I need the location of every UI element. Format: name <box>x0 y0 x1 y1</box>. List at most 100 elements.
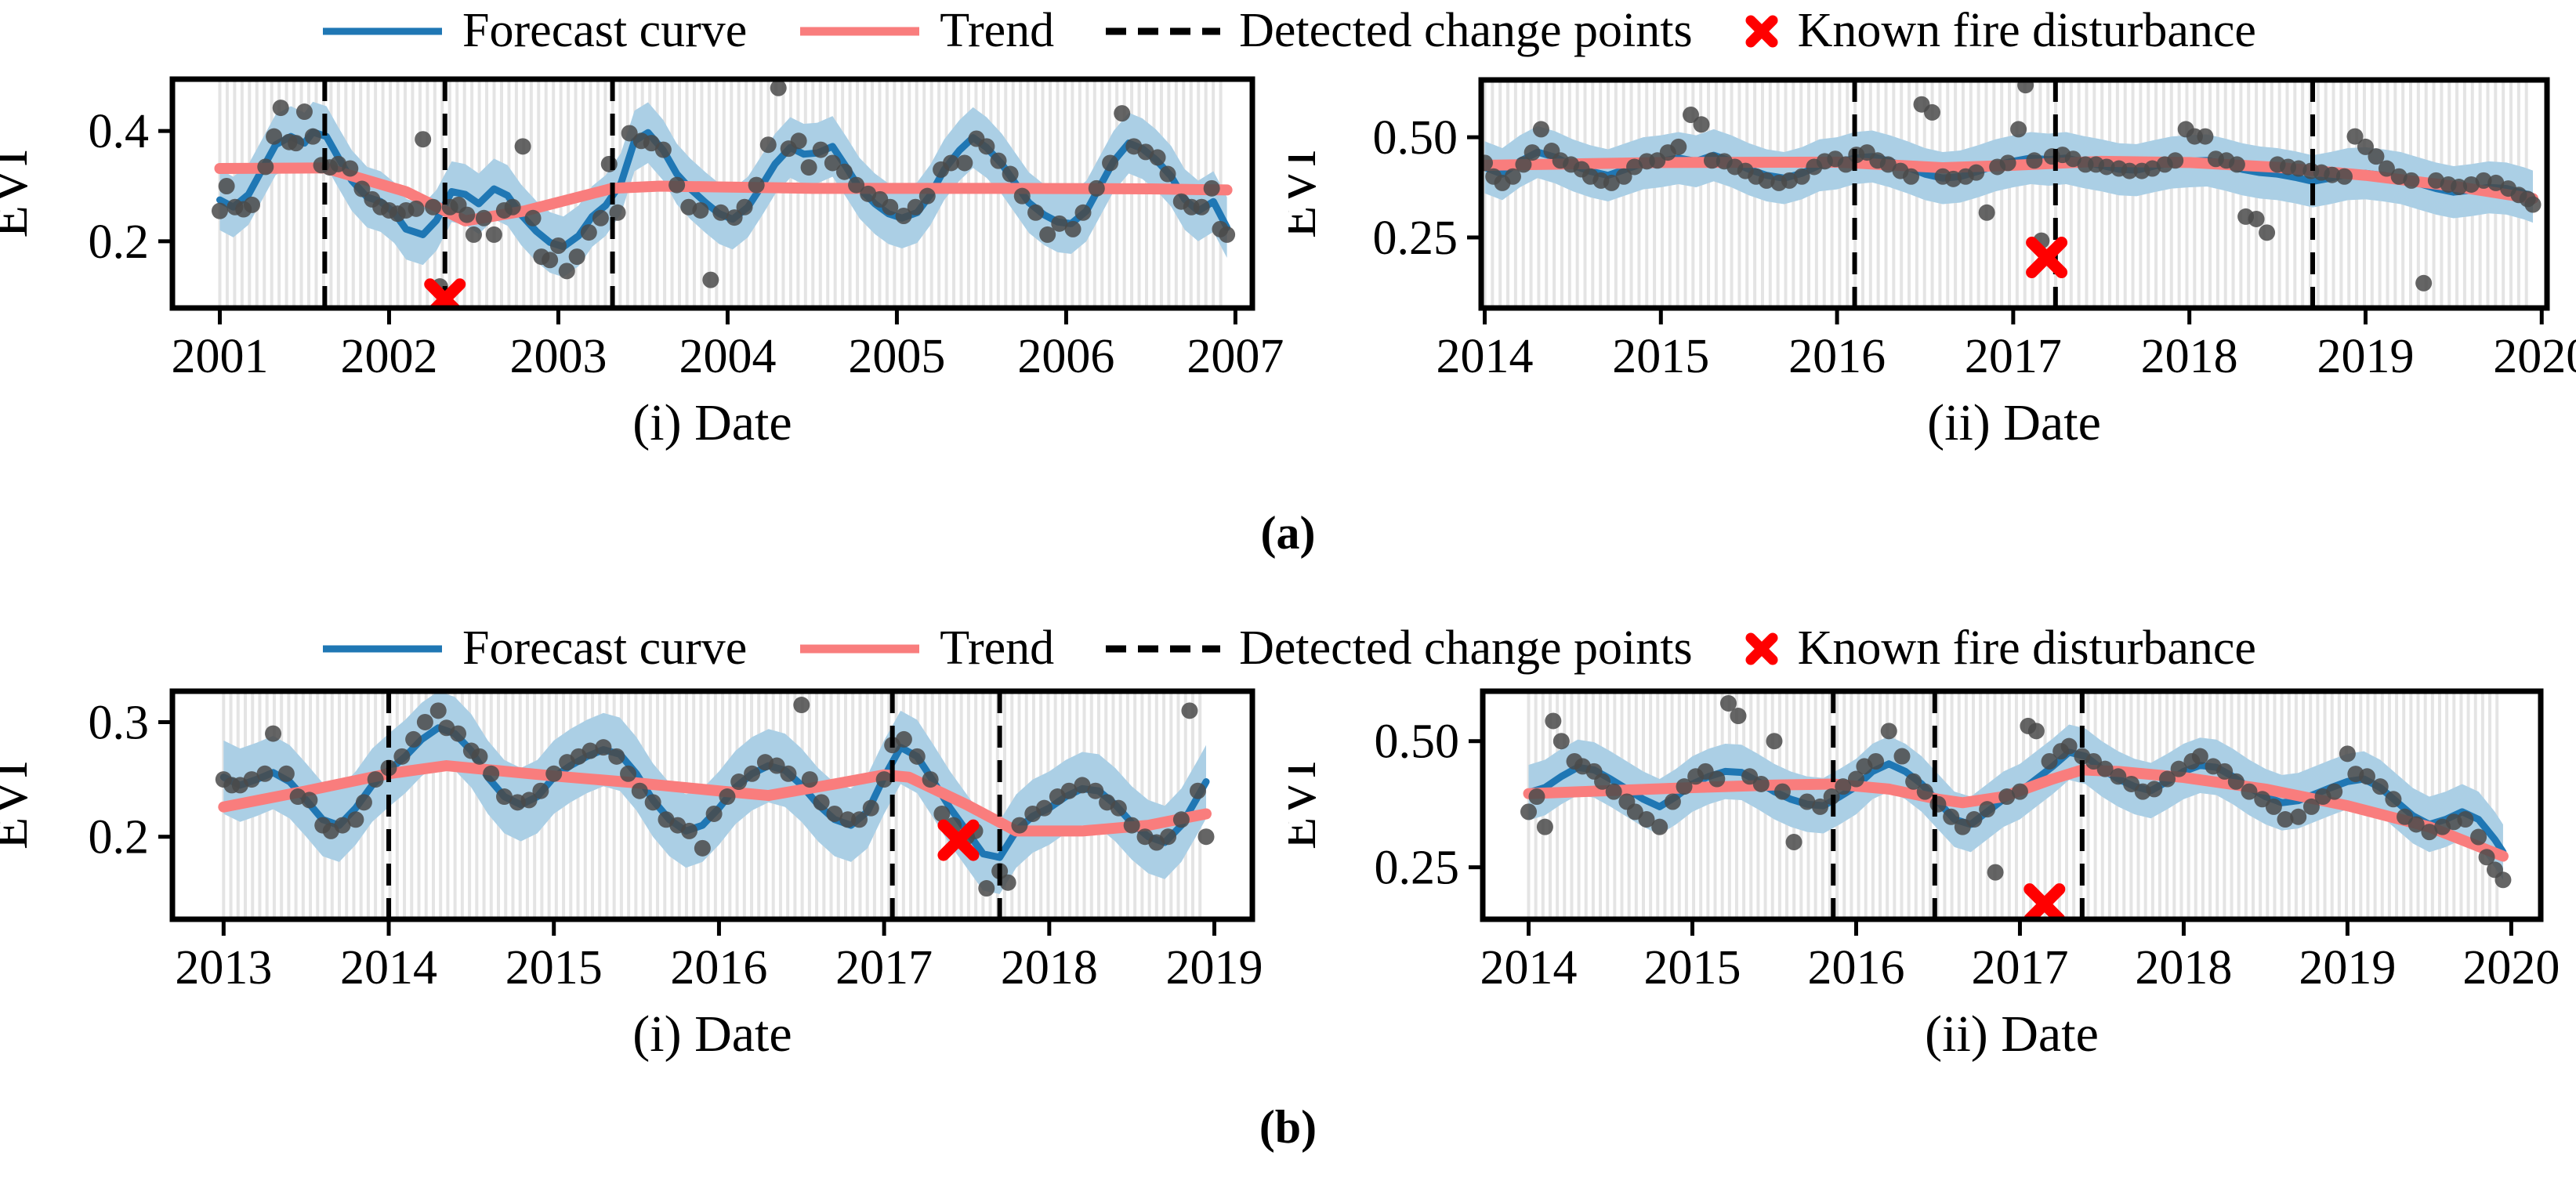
observation-point <box>744 765 761 782</box>
x-axis-label: (i) Date <box>632 1005 792 1063</box>
observation-point <box>1708 770 1726 788</box>
observation-point <box>1811 798 1828 815</box>
observation-point <box>1837 156 1854 173</box>
observation-point <box>1520 803 1538 821</box>
observation-point <box>1847 770 1864 788</box>
observation-point <box>558 263 575 280</box>
x-tick-label: 2020 <box>2493 330 2576 383</box>
observation-point <box>2326 783 2343 800</box>
observation-point <box>1626 158 1643 176</box>
observation-point <box>908 748 926 765</box>
observation-point <box>532 782 549 799</box>
observation-point <box>475 209 492 226</box>
legend-item-change-points: Detected change points <box>1104 3 1693 59</box>
observation-point <box>2265 798 2282 815</box>
observation-point <box>1523 144 1541 161</box>
y-axis-label: EVI <box>1288 761 1327 850</box>
observation-point <box>277 765 295 782</box>
observation-point <box>918 187 936 205</box>
axes-frame <box>1480 688 2544 922</box>
observation-point <box>1532 121 1549 138</box>
dashed-line-icon <box>1106 27 1221 34</box>
observation-point <box>2290 160 2307 177</box>
observation-point <box>1074 204 1092 221</box>
observation-point <box>1528 788 1545 806</box>
observation-point <box>608 748 625 765</box>
observation-point <box>429 702 447 719</box>
observation-point <box>266 128 283 145</box>
observation-point <box>1703 152 1720 169</box>
observation-point <box>726 209 743 226</box>
y-axis-label: EVI <box>0 761 38 850</box>
plot-area <box>211 79 1236 308</box>
y-axis-label: EVI <box>1288 150 1327 238</box>
observation-point <box>1683 106 1700 123</box>
observation-point <box>524 209 542 226</box>
observation-point <box>1087 782 1104 799</box>
observation-point <box>1193 198 1210 216</box>
y-tick-label: 0.25 <box>1373 212 1458 265</box>
observation-point <box>1123 817 1140 834</box>
plot-area <box>1481 80 2542 308</box>
observation-point <box>1039 226 1056 243</box>
observation-point <box>2290 808 2307 825</box>
observation-point <box>2358 768 2375 785</box>
observation-point <box>2324 166 2341 183</box>
observation-point <box>416 713 433 730</box>
observation-point <box>922 771 939 788</box>
observation-point <box>621 125 638 142</box>
observation-point <box>826 805 843 822</box>
observation-point <box>1979 801 1996 818</box>
observation-point <box>2259 224 2276 241</box>
observation-point <box>1102 154 1119 172</box>
x-tick-label: 2017 <box>835 941 933 994</box>
observation-point <box>978 138 995 155</box>
x-tick-label: 2015 <box>505 941 603 994</box>
observation-point <box>2017 80 2034 94</box>
observation-point <box>2478 849 2495 866</box>
observation-point <box>730 773 748 791</box>
legend-item-change-points: Detected change points <box>1104 621 1693 676</box>
observation-point <box>353 180 371 197</box>
observation-point <box>1835 778 1852 795</box>
observation-point <box>1594 773 1611 790</box>
observation-point <box>1944 170 1962 187</box>
observation-point <box>334 817 351 834</box>
x-tick-label: 2018 <box>2135 941 2232 994</box>
observation-point <box>2357 138 2374 155</box>
observation-point <box>288 135 305 152</box>
observation-point <box>813 794 830 811</box>
observation-point <box>2060 737 2078 755</box>
observation-point <box>2335 168 2353 185</box>
x-tick-label: 2015 <box>1612 330 1709 383</box>
y-tick-label: 0.25 <box>1375 842 1460 895</box>
observation-point <box>705 805 723 822</box>
legend-label: Known fire disturbance <box>1797 621 2256 675</box>
observation-point <box>580 224 597 241</box>
observation-point <box>2408 816 2425 833</box>
y-tick-label: 0.50 <box>1373 111 1458 165</box>
observation-point <box>851 811 868 828</box>
observation-point <box>1719 694 1737 712</box>
observation-point <box>342 160 359 177</box>
observation-point <box>1027 204 1045 221</box>
observation-point <box>2248 210 2265 227</box>
observation-point <box>295 103 313 121</box>
observation-point <box>1793 168 1810 185</box>
plot-area <box>215 691 1215 919</box>
legend-label: Forecast curve <box>462 621 748 675</box>
fire-disturbance-marker <box>427 278 466 308</box>
trend-line-icon <box>800 27 920 35</box>
x-tick-label: 2003 <box>509 330 607 383</box>
observation-point <box>2191 748 2208 765</box>
observation-point <box>2339 745 2356 763</box>
y-tick-label: 0.4 <box>89 105 150 158</box>
x-tick-label: 2002 <box>340 330 437 383</box>
observation-point <box>768 757 785 774</box>
axes-frame <box>169 76 1255 311</box>
observation-point <box>1219 226 1236 243</box>
observation-point <box>644 794 661 811</box>
observation-point <box>1987 864 2004 881</box>
observation-point <box>692 201 709 219</box>
y-tick-label: 0.50 <box>1375 715 1460 769</box>
